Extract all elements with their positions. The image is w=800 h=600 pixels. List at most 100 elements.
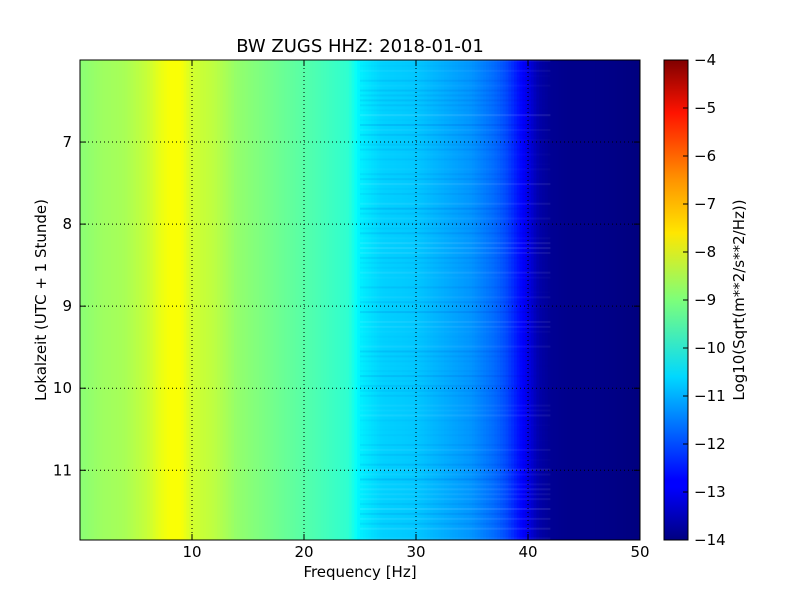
heatmap-column [416,60,420,540]
heatmap-column [183,60,187,540]
heatmap-column [530,60,535,540]
heatmap-column [141,60,145,540]
heatmap-column [158,60,162,540]
heatmap-stripe [360,316,550,318]
heatmap-column [458,60,462,540]
heatmap-stripe [360,85,550,87]
heatmap-stripe [360,478,551,481]
heatmap-stripe [360,148,551,151]
heatmap-column [606,60,610,540]
colorbar-tick-label: −7 [694,195,716,213]
heatmap-column [82,60,87,540]
heatmap-column [382,60,386,540]
heatmap-stripe [360,188,550,190]
heatmap-column [628,60,633,540]
heatmap-column [567,60,571,540]
colorbar-label: Log10(Sqrt(m**2/s**2/Hz)) [730,199,748,400]
heatmap-column [357,60,361,540]
heatmap-stripe [360,389,551,392]
heatmap-stripe [360,212,551,215]
heatmap-column [617,60,621,540]
heatmap-stripe [360,173,551,176]
heatmap-column [85,60,89,540]
heatmap-stripe [360,232,551,235]
heatmap-column [413,60,417,540]
heatmap-column [292,60,297,540]
heatmap-column [214,60,218,540]
heatmap-column [631,60,635,540]
heatmap-column [124,60,129,540]
heatmap-column [614,60,619,540]
heatmap-column [539,60,543,540]
heatmap-stripe [360,168,550,170]
heatmap-column [248,60,252,540]
heatmap-column [166,60,171,540]
heatmap-stripe [360,384,551,387]
heatmap-column [486,60,490,540]
heatmap-stripe [360,360,550,362]
heatmap-stripe [360,404,551,407]
heatmap-column [620,60,624,540]
heatmap-column [206,60,210,540]
heatmap-stripe [360,89,551,92]
heatmap-stripe [360,60,551,62]
heatmap-column [483,60,487,540]
heatmap-stripe [360,331,550,333]
heatmap-column [368,60,372,540]
x-tick-label: 30 [406,543,425,561]
heatmap-column [623,60,627,540]
heatmap-column [522,60,526,540]
colorbar-tick-label: −14 [694,531,726,549]
heatmap-stripe [360,380,550,382]
heatmap-column [284,60,288,540]
heatmap-column [96,60,101,540]
heatmap-column [463,60,467,540]
heatmap-stripe [360,192,551,195]
heatmap-column [514,60,518,540]
heatmap-stripe [360,341,550,343]
heatmap-stripe [360,237,550,239]
heatmap-stripe [360,124,551,126]
heatmap-column [276,60,280,540]
heatmap-column [217,60,221,540]
heatmap-column [270,60,274,540]
heatmap-stripe [360,65,550,67]
heatmap-stripe [360,517,551,520]
heatmap-column [290,60,294,540]
heatmap-stripe [360,473,551,476]
heatmap-column [323,60,327,540]
heatmap-column [528,60,532,540]
heatmap-column [637,60,640,540]
heatmap-column [304,60,308,540]
heatmap-column [634,60,638,540]
heatmap-column [113,60,117,540]
heatmap-stripe [360,400,550,402]
heatmap-stripe [360,202,551,205]
heatmap-column [589,60,593,540]
heatmap-column [203,60,207,540]
heatmap-column [354,60,358,540]
heatmap-column [542,60,546,540]
heatmap-stripe [360,109,550,111]
heatmap-stripe [360,508,551,510]
heatmap-stripe [360,114,551,117]
heatmap-column [161,60,165,540]
heatmap-stripe [360,468,551,471]
heatmap-stripe [360,336,550,338]
heatmap-column [318,60,322,540]
heatmap-column [91,60,95,540]
heatmap-stripe [360,291,550,293]
heatmap-column [234,60,238,540]
heatmap-column [130,60,134,540]
heatmap-column [402,60,406,540]
heatmap-column [525,60,529,540]
heatmap-column [519,60,523,540]
heatmap-column [407,60,411,540]
heatmap-column [138,60,143,540]
heatmap-column [88,60,92,540]
heatmap-stripe [360,459,550,461]
colorbar-tick-label: −12 [694,435,726,453]
heatmap-column [108,60,112,540]
heatmap-stripe [360,527,551,530]
heatmap-column [396,60,400,540]
